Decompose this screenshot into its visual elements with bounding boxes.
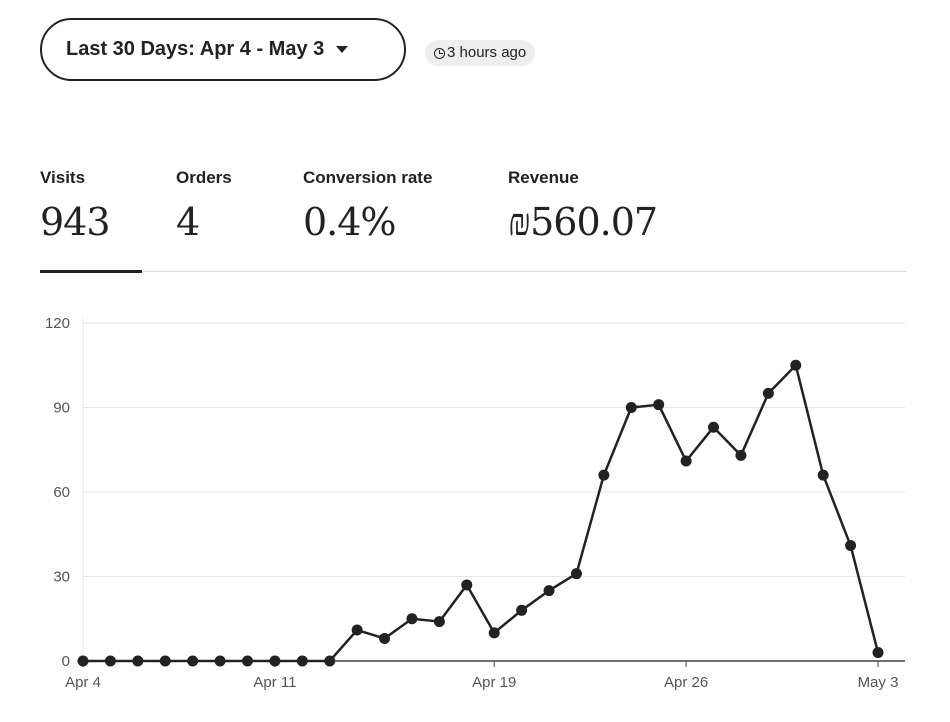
data-point bbox=[351, 624, 363, 636]
data-point bbox=[653, 399, 665, 411]
metric-orders[interactable]: Orders 4 bbox=[176, 168, 232, 244]
data-point bbox=[543, 585, 555, 597]
metric-value: 0.4% bbox=[303, 200, 397, 244]
data-point bbox=[214, 655, 226, 667]
data-point bbox=[625, 402, 637, 413]
y-tick-label: 0 bbox=[62, 653, 70, 670]
metric-value: 943 bbox=[40, 200, 111, 244]
y-tick-label: 90 bbox=[53, 400, 70, 417]
date-range-dropdown[interactable]: Last 30 Days: Apr 4 - May 3 bbox=[40, 18, 406, 81]
data-point bbox=[406, 613, 418, 625]
caret-down-icon bbox=[336, 46, 349, 53]
data-point bbox=[570, 568, 582, 580]
metric-value: ₪560.07 bbox=[508, 200, 658, 244]
data-point bbox=[132, 655, 144, 667]
metric-label: Revenue bbox=[508, 168, 579, 187]
data-point bbox=[817, 469, 829, 481]
x-tick-label: Apr 26 bbox=[664, 674, 708, 691]
metric-value: 4 bbox=[176, 200, 200, 244]
last-updated-badge: 3 hours ago bbox=[425, 40, 536, 66]
data-point bbox=[433, 616, 445, 628]
data-point bbox=[379, 632, 391, 644]
data-point bbox=[488, 627, 500, 639]
tabs-divider bbox=[40, 271, 906, 272]
data-point bbox=[461, 579, 473, 591]
data-point bbox=[516, 604, 528, 616]
date-range-label: Last 30 Days: Apr 4 - May 3 bbox=[66, 38, 325, 60]
data-point bbox=[872, 647, 884, 659]
x-tick-label: May 3 bbox=[858, 674, 899, 691]
y-tick-label: 120 bbox=[45, 315, 70, 332]
metric-visits[interactable]: Visits 943 bbox=[40, 168, 111, 244]
data-point bbox=[708, 421, 720, 433]
data-point bbox=[269, 655, 281, 667]
data-point bbox=[187, 655, 199, 667]
metric-label: Orders bbox=[176, 168, 232, 187]
last-updated-text: 3 hours ago bbox=[447, 44, 527, 61]
data-point bbox=[324, 655, 336, 667]
data-point bbox=[762, 387, 774, 399]
metric-label: Conversion rate bbox=[303, 168, 433, 187]
data-point bbox=[104, 655, 116, 667]
y-tick-label: 60 bbox=[53, 484, 70, 501]
x-tick-label: Apr 19 bbox=[472, 674, 516, 691]
data-point bbox=[680, 455, 692, 467]
x-tick-label: Apr 11 bbox=[253, 674, 296, 691]
active-tab-indicator bbox=[40, 270, 142, 273]
x-tick-label: Apr 4 bbox=[65, 674, 101, 691]
data-point bbox=[845, 540, 857, 552]
data-point bbox=[735, 449, 747, 461]
y-tick-label: 30 bbox=[53, 569, 70, 586]
data-point bbox=[790, 359, 802, 371]
clock-icon bbox=[434, 47, 445, 59]
metric-label: Visits bbox=[40, 168, 86, 187]
metric-revenue[interactable]: Revenue ₪560.07 bbox=[508, 168, 658, 245]
data-point bbox=[598, 469, 610, 481]
data-point bbox=[296, 655, 308, 667]
data-point bbox=[77, 655, 89, 667]
data-point bbox=[241, 655, 253, 667]
data-point bbox=[159, 655, 171, 667]
series-line bbox=[83, 364, 880, 663]
metric-conversion-rate[interactable]: Conversion rate 0.4% bbox=[303, 168, 432, 244]
